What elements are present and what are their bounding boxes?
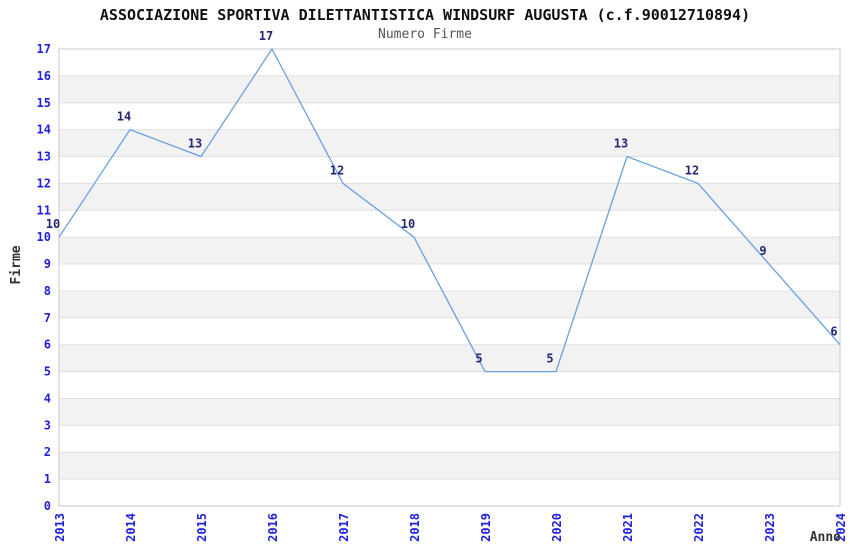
x-tick-label: 2020	[550, 513, 564, 542]
y-tick-label: 13	[37, 150, 51, 164]
x-tick-label: 2014	[124, 513, 138, 542]
grid-band	[59, 183, 840, 211]
x-tick-label: 2022	[692, 513, 706, 542]
y-tick-label: 1	[44, 472, 51, 486]
chart-subtitle: Numero Firme	[378, 27, 472, 42]
y-tick-label: 14	[37, 123, 51, 137]
y-tick-label: 8	[44, 284, 51, 298]
x-tick-label: 2019	[479, 513, 493, 542]
x-tick-label: 2021	[621, 513, 635, 542]
y-tick-label: 15	[37, 96, 51, 110]
y-tick-label: 16	[37, 69, 51, 83]
x-tick-label: 2018	[408, 513, 422, 542]
y-tick-label: 3	[44, 418, 51, 432]
grid-band	[59, 344, 840, 372]
grid-band	[59, 398, 840, 426]
plot-border	[58, 48, 841, 507]
x-axis-label: Anno	[809, 530, 841, 545]
data-point-label: 14	[117, 110, 131, 124]
x-tick-label: 2013	[53, 513, 67, 542]
x-tick-label: 2016	[266, 513, 280, 542]
x-tick-label: 2024	[834, 513, 848, 542]
data-point-label: 5	[546, 352, 553, 366]
data-point-label: 10	[401, 217, 415, 231]
y-tick-label: 4	[44, 391, 51, 405]
y-tick-label: 6	[44, 338, 51, 352]
y-tick-label: 10	[37, 230, 51, 244]
y-tick-label: 0	[44, 499, 51, 513]
data-point-label: 12	[330, 163, 344, 177]
y-tick-label: 11	[37, 203, 51, 217]
y-axis-label: Firme	[9, 245, 25, 285]
y-tick-label: 7	[44, 311, 51, 325]
y-tick-label: 5	[44, 365, 51, 379]
x-tick-label: 2015	[195, 513, 209, 542]
y-tick-label: 2	[44, 445, 51, 459]
x-tick-label: 2023	[763, 513, 777, 542]
grid-band	[59, 452, 840, 480]
grid-band	[59, 129, 840, 157]
y-tick-label: 17	[37, 42, 51, 56]
y-tick-label: 12	[37, 176, 51, 190]
data-point-label: 13	[188, 137, 202, 151]
data-point-label: 9	[759, 244, 766, 258]
x-tick-label: 2017	[337, 513, 351, 542]
data-point-label: 13	[614, 137, 628, 151]
grid-band	[59, 75, 840, 103]
grid-band	[59, 237, 840, 265]
y-tick-label: 9	[44, 257, 51, 271]
chart-title: ASSOCIAZIONE SPORTIVA DILETTANTISTICA WI…	[99, 6, 751, 24]
data-point-label: 12	[685, 163, 699, 177]
data-point-label: 6	[830, 325, 837, 339]
data-point-label: 17	[259, 29, 273, 43]
data-line	[58, 47, 841, 373]
data-point-label: 10	[46, 217, 60, 231]
data-point-label: 5	[475, 352, 482, 366]
